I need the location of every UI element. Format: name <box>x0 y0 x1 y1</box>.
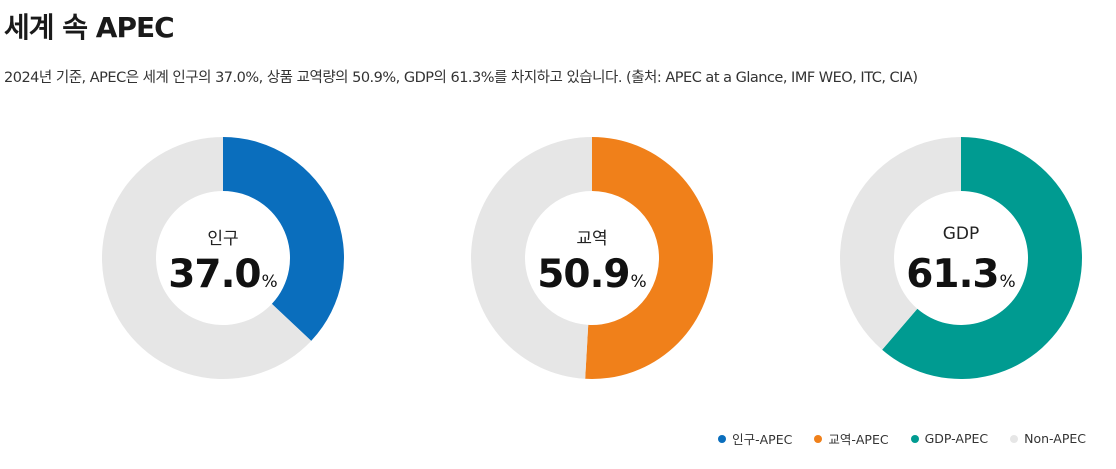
legend-swatch <box>1010 434 1019 443</box>
donut-slice-apec[interactable] <box>585 137 714 379</box>
legend-swatch <box>718 434 727 443</box>
legend-item-gdp[interactable]: GDP-APEC <box>910 429 989 448</box>
donut-slice-non-apec[interactable] <box>840 137 961 350</box>
legend-label: Non-APEC <box>1024 431 1086 446</box>
donut-svg-trade <box>471 137 714 379</box>
legend-swatch <box>814 434 823 443</box>
legend-label: 교역-APEC <box>828 432 889 447</box>
legend-label: 인구-APEC <box>732 432 793 447</box>
legend-swatch <box>910 434 919 443</box>
donut-chart-gdp: GDP 61.3% <box>840 136 1082 380</box>
donut-chart-population: 인구 37.0% <box>101 136 344 380</box>
legend-item-trade[interactable]: 교역-APEC <box>814 429 889 448</box>
legend-label: GDP-APEC <box>924 431 989 446</box>
donut-svg-gdp <box>840 137 1082 379</box>
legend-item-non-apec[interactable]: Non-APEC <box>1010 429 1086 448</box>
page-subtitle: 2024년 기준, APEC은 세계 인구의 37.0%, 상품 교역량의 50… <box>4 70 918 86</box>
donut-svg-population <box>101 137 344 379</box>
donut-slice-apec[interactable] <box>882 137 1082 379</box>
chart-legend: 인구-APEC 교역-APEC GDP-APEC Non-APEC <box>718 429 1086 448</box>
donut-slice-non-apec[interactable] <box>101 137 312 379</box>
donut-slice-apec[interactable] <box>223 137 344 341</box>
legend-item-population[interactable]: 인구-APEC <box>718 429 792 448</box>
donut-chart-trade: 교역 50.9% <box>471 136 714 380</box>
page-title: 세계 속 APEC <box>4 11 175 44</box>
donut-slice-non-apec[interactable] <box>471 137 592 379</box>
